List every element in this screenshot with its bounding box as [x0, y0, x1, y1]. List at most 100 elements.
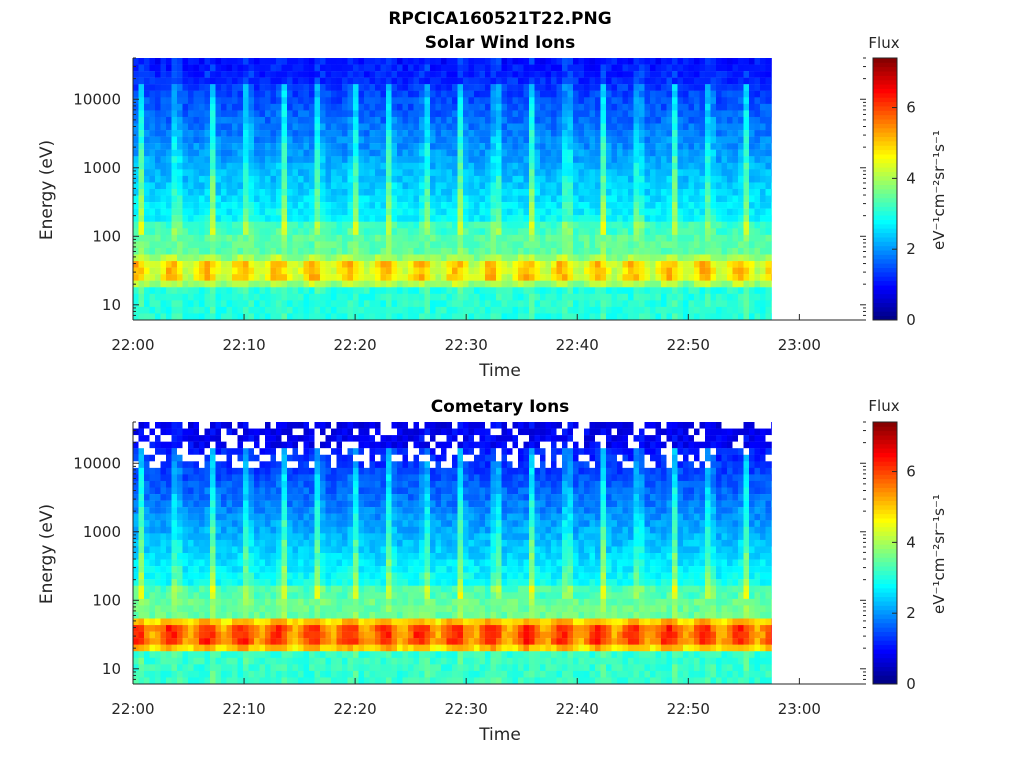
heatmap-cell [452, 300, 458, 308]
heatmap-cell [600, 234, 607, 242]
heatmap-cell [765, 136, 772, 144]
heatmap-cell [347, 103, 354, 111]
heatmap-cell [397, 306, 403, 314]
heatmap-cell [760, 58, 766, 65]
heatmap-cell [727, 175, 733, 183]
heatmap-cell [144, 664, 150, 672]
heatmap-cell [171, 202, 178, 209]
heatmap-cell [694, 116, 700, 124]
heatmap-cell [545, 90, 552, 98]
heatmap-cell [573, 267, 579, 275]
heatmap-cell [765, 189, 772, 196]
heatmap-cell [435, 293, 442, 301]
heatmap-cell [485, 189, 491, 196]
heatmap-cell [386, 306, 392, 314]
heatmap-cell [386, 261, 392, 268]
heatmap-cell [446, 77, 453, 85]
heatmap-cell [512, 103, 519, 111]
heatmap-cell [347, 306, 354, 314]
heatmap-cell [336, 116, 343, 124]
heatmap-cell [765, 84, 772, 91]
heatmap-cell [705, 71, 711, 78]
heatmap-cell [430, 169, 436, 177]
heatmap-cell [496, 261, 502, 268]
heatmap-cell [210, 261, 216, 268]
heatmap-cell [479, 313, 486, 321]
heatmap-cell [166, 247, 172, 255]
heatmap-cell [430, 202, 436, 209]
colorbar-segment [873, 276, 897, 282]
heatmap-cell [545, 215, 552, 222]
heatmap-cell [705, 143, 711, 150]
heatmap-cell [149, 162, 156, 170]
heatmap-cell [397, 293, 403, 301]
heatmap-cell [754, 306, 761, 314]
heatmap-cell [710, 189, 717, 196]
heatmap-cell [452, 293, 458, 301]
heatmap-cell [754, 234, 761, 242]
heatmap-cell [716, 175, 722, 183]
heatmap-cell [149, 97, 156, 105]
heatmap-cell [584, 215, 590, 222]
heatmap-cell [507, 103, 513, 111]
heatmap-cell [188, 156, 194, 163]
heatmap-cell [166, 110, 172, 118]
heatmap-cell [149, 110, 156, 118]
heatmap-cell [749, 254, 755, 262]
heatmap-cell [265, 293, 271, 301]
heatmap-cell [177, 175, 183, 183]
heatmap-cell [391, 287, 398, 294]
heatmap-cell [380, 261, 387, 268]
heatmap-cell [276, 162, 282, 170]
heatmap-cell [199, 116, 205, 124]
heatmap-cell [556, 58, 563, 65]
heatmap-cell [314, 182, 321, 190]
heatmap-cell [545, 84, 552, 91]
heatmap-cell [435, 208, 442, 216]
heatmap-cell [644, 234, 651, 242]
heatmap-cell [419, 202, 425, 209]
heatmap-cell [369, 116, 376, 124]
heatmap-cell [342, 208, 348, 216]
heatmap-cell [540, 116, 546, 124]
heatmap-cell [248, 110, 255, 118]
heatmap-cell [562, 143, 568, 150]
heatmap-cell [567, 182, 574, 190]
heatmap-cell [562, 189, 568, 196]
heatmap-cell [529, 215, 535, 222]
heatmap-cell [672, 90, 678, 98]
heatmap-cell [661, 169, 667, 177]
heatmap-cell [210, 156, 216, 163]
heatmap-cell [424, 300, 431, 308]
heatmap-cell [523, 293, 530, 301]
heatmap-cell [320, 97, 326, 105]
heatmap-cell [771, 228, 772, 236]
heatmap-cell [364, 169, 370, 177]
heatmap-cell [347, 293, 354, 301]
heatmap-cell [567, 234, 574, 242]
heatmap-cell [369, 195, 376, 203]
heatmap-cell [479, 130, 486, 137]
heatmap-cell [193, 136, 200, 144]
heatmap-cell [237, 195, 244, 203]
heatmap-cell [199, 136, 205, 144]
heatmap-cell [688, 169, 695, 177]
heatmap-cell [738, 313, 744, 321]
heatmap-cell [567, 254, 574, 262]
heatmap-cell [501, 313, 508, 321]
heatmap-cell [694, 103, 700, 111]
heatmap-cell [501, 64, 508, 72]
heatmap-cell [193, 84, 200, 91]
heatmap-cell [512, 116, 519, 124]
heatmap-cell [380, 228, 387, 236]
heatmap-cell [160, 110, 167, 118]
heatmap-cell [336, 215, 343, 222]
heatmap-cell [397, 123, 403, 131]
heatmap-cell [221, 241, 227, 249]
heatmap-cell [314, 300, 321, 308]
heatmap-cell [749, 189, 755, 196]
heatmap-cell [292, 274, 299, 281]
heatmap-cell [666, 274, 673, 281]
heatmap-cell [523, 274, 530, 281]
heatmap-cell [408, 202, 414, 209]
